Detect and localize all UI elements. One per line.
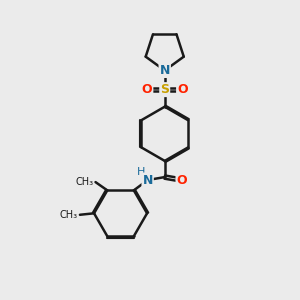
Text: N: N [160,64,170,77]
Text: N: N [142,173,153,187]
Text: CH₃: CH₃ [59,210,78,220]
Text: H: H [137,167,146,177]
Text: O: O [177,83,188,96]
Text: S: S [160,83,169,96]
Text: O: O [176,173,187,187]
Text: O: O [142,83,152,96]
Text: CH₃: CH₃ [75,177,93,187]
